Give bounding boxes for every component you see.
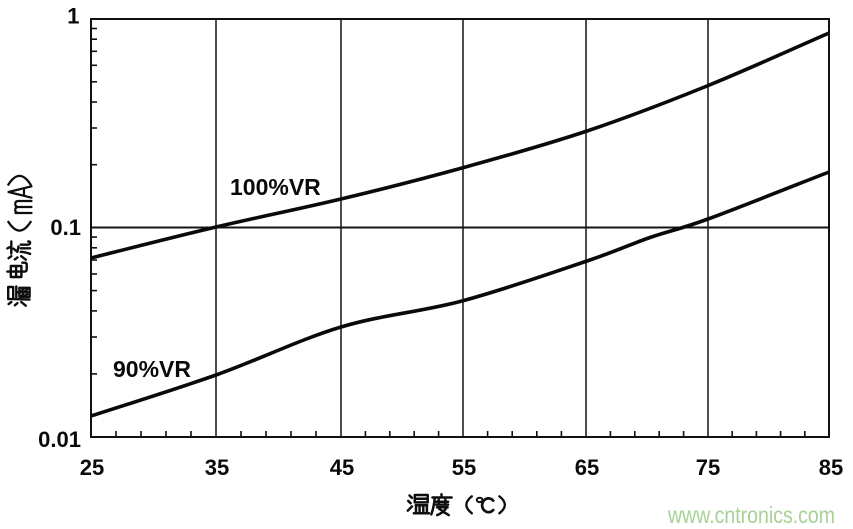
svg-text:85: 85 (819, 455, 843, 480)
svg-text:90%VR: 90%VR (113, 356, 191, 382)
svg-text:35: 35 (205, 455, 229, 480)
svg-text:25: 25 (80, 455, 104, 480)
svg-text:75: 75 (696, 455, 720, 480)
svg-text:100%VR: 100%VR (230, 174, 321, 200)
svg-text:0.1: 0.1 (50, 215, 81, 240)
svg-text:1: 1 (67, 4, 79, 29)
svg-text:45: 45 (330, 455, 354, 480)
svg-text:www.cntronics.com: www.cntronics.com (667, 502, 835, 528)
svg-text:55: 55 (452, 455, 476, 480)
svg-text:65: 65 (575, 455, 599, 480)
svg-text:0.01: 0.01 (38, 427, 81, 452)
